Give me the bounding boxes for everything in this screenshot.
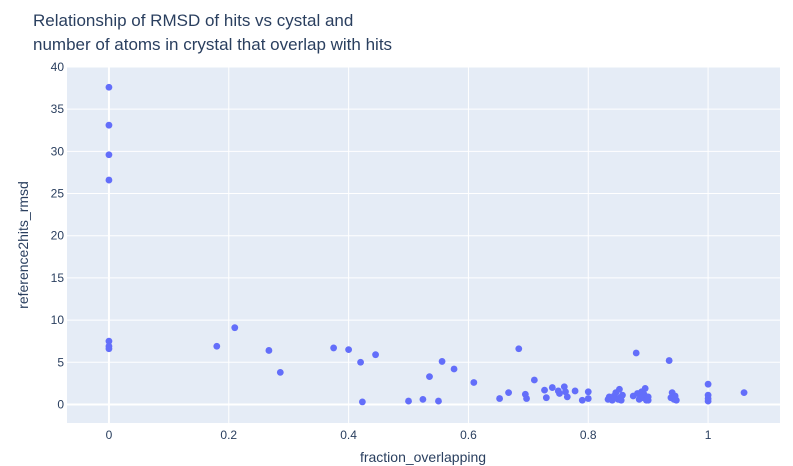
scatter-point	[105, 345, 113, 353]
data-points	[105, 83, 748, 406]
scatter-point	[530, 376, 538, 384]
scatter-point	[548, 384, 556, 391]
y-axis-ticks: 0 5 10 15 20 25 30 35 40	[51, 60, 65, 411]
scatter-point	[704, 397, 712, 405]
scatter-point	[641, 385, 649, 392]
y-tick-label: 30	[51, 144, 65, 158]
scatter-point	[515, 345, 523, 353]
scatter-point	[276, 368, 284, 376]
scatter-point	[563, 393, 571, 401]
scatter-point	[556, 390, 563, 397]
scatter-point	[419, 395, 427, 403]
scatter-point	[213, 342, 221, 350]
scatter-point	[571, 387, 579, 395]
scatter-point	[541, 386, 548, 394]
scatter-point	[358, 398, 366, 406]
scatter-point	[435, 397, 442, 405]
scatter-point	[523, 395, 530, 402]
x-tick-label: 1	[705, 428, 712, 442]
y-tick-label: 40	[51, 60, 65, 74]
x-axis-ticks: 0 0.2 0.4 0.6 0.8 1	[106, 428, 712, 442]
scatter-point	[496, 395, 503, 402]
scatter-point	[619, 391, 626, 399]
scatter-point	[704, 380, 712, 388]
y-tick-label: 15	[51, 271, 65, 285]
scatter-point	[438, 358, 446, 365]
scatter-point	[345, 346, 353, 354]
scatter-point	[105, 83, 113, 91]
grid-lines	[67, 66, 780, 423]
scatter-point	[330, 344, 338, 352]
scatter-point	[426, 373, 433, 381]
chart-title-line-1: Relationship of RMSD of hits vs cystal a…	[33, 11, 353, 30]
scatter-point	[542, 394, 550, 402]
x-tick-label: 0.8	[580, 428, 597, 442]
scatter-point	[616, 385, 623, 393]
scatter-point	[265, 347, 273, 354]
scatter-point	[672, 396, 680, 404]
scatter-point	[740, 389, 748, 397]
scatter-point	[665, 357, 673, 364]
chart-title-line-2: number of atoms in crystal that overlap …	[33, 35, 392, 54]
scatter-point	[357, 358, 364, 366]
scatter-point	[632, 349, 640, 357]
scatter-point	[372, 351, 379, 359]
y-axis-label: reference2hits_rmsd	[15, 181, 31, 309]
scatter-point	[584, 395, 592, 402]
x-axis-label: fraction_overlapping	[360, 449, 486, 465]
x-tick-label: 0	[106, 428, 113, 442]
x-tick-label: 0.4	[340, 428, 357, 442]
y-tick-label: 0	[57, 397, 64, 411]
scatter-point	[505, 389, 512, 397]
scatter-point	[584, 388, 592, 396]
scatter-point	[105, 337, 113, 345]
y-tick-label: 35	[51, 102, 65, 116]
scatter-point	[470, 379, 478, 386]
scatter-point	[450, 365, 458, 373]
scatter-point	[644, 393, 652, 401]
y-tick-label: 20	[51, 229, 65, 243]
y-tick-label: 5	[57, 355, 64, 369]
scatter-point	[105, 151, 113, 159]
x-tick-label: 0.6	[460, 428, 477, 442]
scatter-point	[405, 397, 412, 405]
x-tick-label: 0.2	[220, 428, 237, 442]
scatter-point	[231, 324, 239, 332]
scatter-point	[105, 121, 113, 129]
plot-area	[67, 67, 780, 423]
scatter-point	[105, 176, 113, 184]
y-tick-label: 25	[51, 187, 65, 201]
scatter-point	[578, 396, 586, 404]
y-tick-label: 10	[51, 313, 65, 327]
